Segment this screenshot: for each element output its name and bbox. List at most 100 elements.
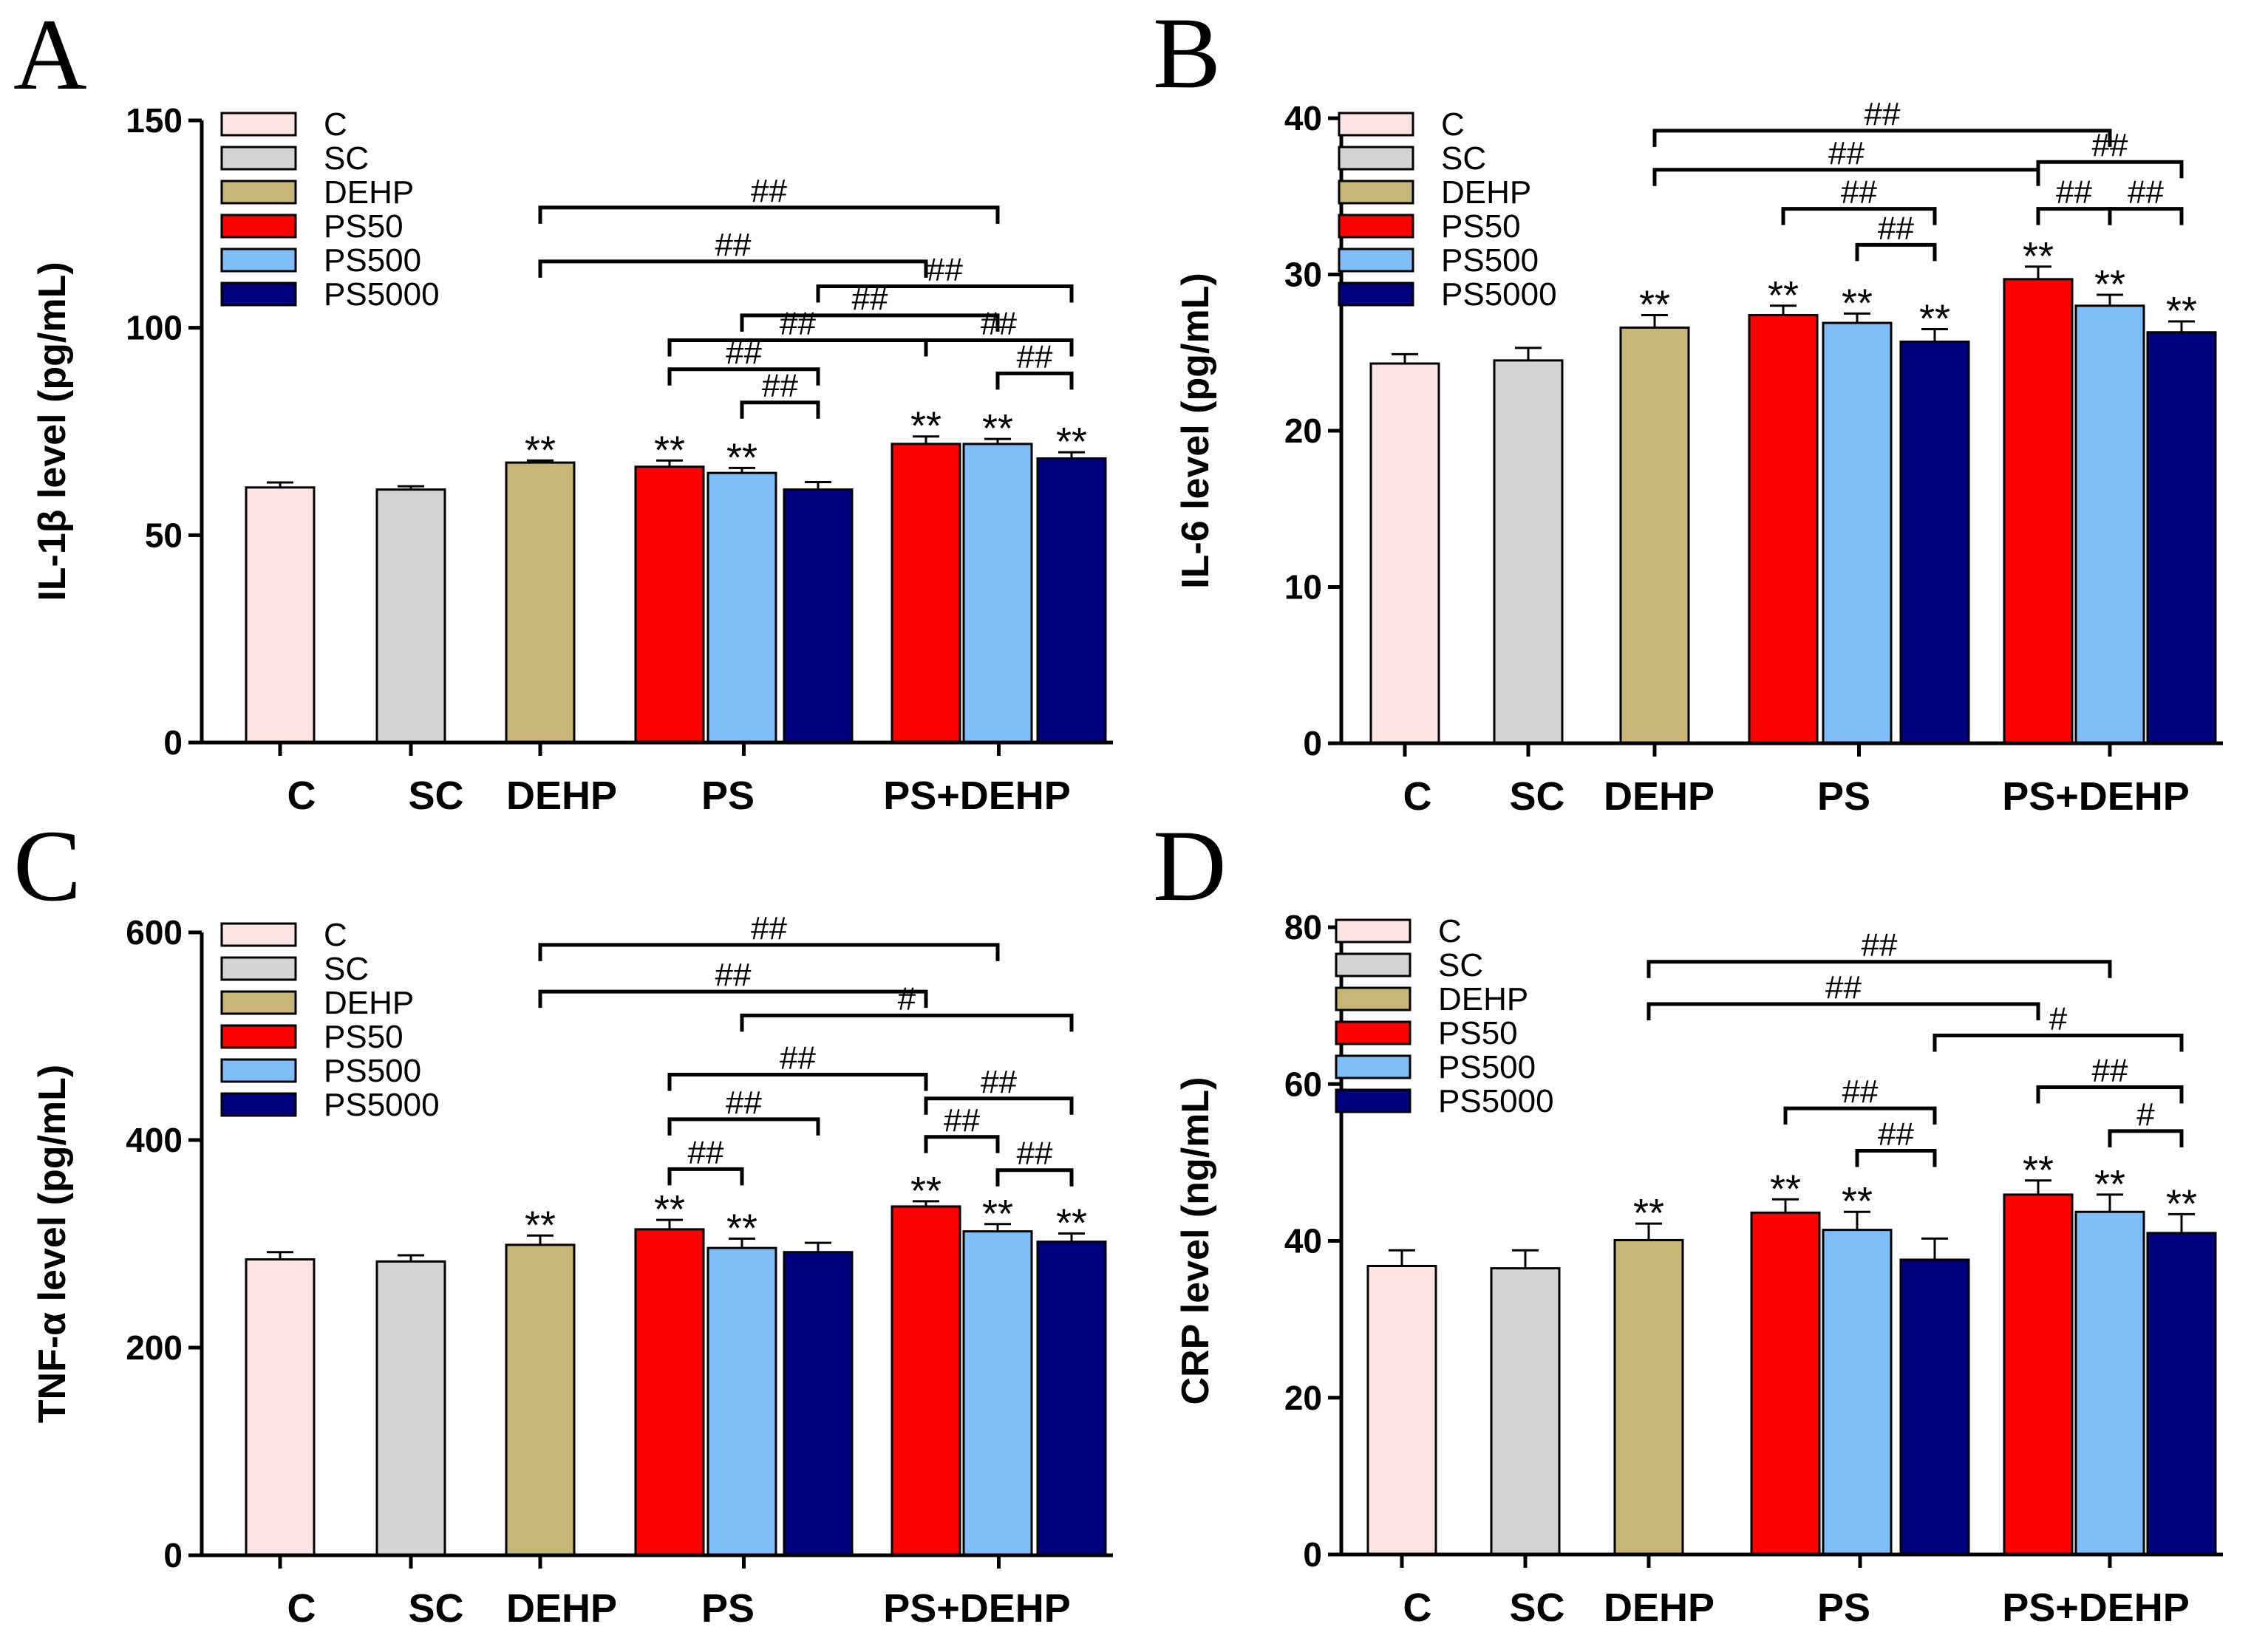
significance-stars: ** (1056, 1201, 1087, 1245)
bar-ps500 (1822, 321, 1893, 745)
legend-label: SC (1441, 140, 1486, 177)
panel-label: A (13, 0, 87, 111)
y-tick-label: 0 (163, 1536, 183, 1574)
legend-swatch-ps5000 (1338, 281, 1414, 307)
significance-bracket (924, 1135, 1000, 1153)
significance-hash: # (2136, 1096, 2155, 1133)
significance-bracket (667, 1072, 928, 1091)
significance-bracket (740, 1013, 1074, 1032)
bar-c (245, 1258, 316, 1557)
significance-bracket (995, 1168, 1074, 1187)
significance-hash: ## (726, 1085, 762, 1121)
x-group-label: DEHP (506, 1586, 617, 1631)
significance-hash: ## (1878, 210, 1914, 246)
legend-label: C (324, 106, 347, 143)
legend-swatch-ps500 (220, 248, 297, 273)
bar-c (1369, 362, 1440, 745)
significance-hash: ## (1828, 135, 1865, 171)
panel-d: D CRP level (ng/mL) ** ** ** ** ** ** 0 20 40 60 80 C… (1153, 809, 2223, 1630)
legend-swatch-ps50 (1335, 1020, 1411, 1045)
significance-bracket (667, 338, 928, 357)
significance-bracket (1781, 207, 1937, 225)
legend-label: PS5000 (1441, 276, 1557, 313)
significance-bracket (1932, 1033, 2184, 1052)
x-group-label: PS+DEHP (2002, 774, 2190, 819)
significance-stars: ** (654, 428, 685, 472)
significance-hash: ## (751, 910, 787, 946)
legend-swatch-ps5000 (220, 281, 297, 307)
significance-hash: ## (1017, 338, 1053, 375)
significance-bracket (667, 1117, 820, 1136)
legend-swatch-c (220, 922, 297, 947)
y-axis-label: CRP level (ng/mL) (1174, 1076, 1217, 1405)
significance-stars: ** (2166, 1181, 2197, 1226)
significance-stars: ** (982, 1192, 1013, 1236)
legend-label: C (324, 917, 347, 953)
significance-hash: # (898, 980, 916, 1017)
significance-hash: ## (715, 957, 752, 993)
significance-hash: ## (944, 1102, 980, 1139)
significance-stars: ** (2094, 262, 2125, 307)
significance-bracket (538, 205, 1000, 224)
legend-label: PS500 (324, 1053, 421, 1089)
legend-label: PS50 (324, 208, 403, 245)
x-group-label: C (1403, 774, 1432, 819)
y-tick-label: 400 (126, 1121, 183, 1159)
significance-hash: ## (2092, 127, 2128, 163)
significance-bracket (2108, 207, 2184, 225)
significance-hash: # (2049, 1000, 2068, 1037)
legend-label: PS50 (1441, 208, 1521, 245)
bar-ps500 (1822, 1229, 1893, 1556)
x-group-label: DEHP (506, 774, 617, 818)
y-tick-label: 30 (1284, 256, 1322, 294)
significance-hash: ## (852, 281, 888, 317)
bar-ps5000 (783, 488, 854, 744)
y-tick-label: 40 (1284, 1222, 1322, 1260)
x-group-label: C (1403, 1586, 1432, 1630)
bar-dehp (1619, 326, 1690, 745)
legend-swatch-c (1338, 112, 1414, 137)
bar-ps5000 (1036, 457, 1107, 744)
significance-hash: ## (2056, 174, 2092, 211)
legend-label: PS5000 (324, 1087, 440, 1123)
x-group-label: PS (701, 1586, 755, 1631)
bar-ps50 (2003, 1193, 2074, 1556)
significance-stars: ** (982, 406, 1013, 451)
bar-ps500 (2074, 304, 2145, 745)
significance-stars: ** (726, 1206, 757, 1250)
legend-label: DEHP (324, 174, 414, 211)
legend-swatch-ps50 (220, 214, 297, 239)
x-group-label: PS+DEHP (883, 774, 1071, 818)
significance-stars: ** (1842, 1179, 1873, 1224)
significance-stars: ** (2094, 1162, 2125, 1207)
legend-swatch-c (1335, 918, 1411, 943)
significance-stars: ** (654, 1187, 685, 1232)
legend-label: PS500 (324, 242, 421, 279)
significance-bracket (740, 313, 1000, 332)
significance-bracket (2036, 207, 2112, 225)
bar-ps50 (1750, 1211, 1821, 1556)
panel-label: C (13, 809, 81, 922)
y-axis-label: TNF-α level (pg/mL) (31, 1065, 74, 1424)
significance-stars: ** (1768, 273, 1799, 318)
y-tick-label: 10 (1284, 568, 1322, 607)
significance-hash: ## (1841, 174, 1877, 211)
legend-swatch-ps5000 (1335, 1088, 1411, 1113)
legend-label: DEHP (324, 985, 414, 1021)
bar-ps5000 (2146, 331, 2217, 745)
bar-ps50 (1748, 313, 1819, 745)
significance-bracket (1855, 242, 1937, 262)
bar-ps500 (962, 1230, 1033, 1557)
significance-bracket (2036, 160, 2184, 179)
significance-hash: ## (726, 335, 762, 371)
bar-c (245, 486, 316, 744)
significance-hash: ## (751, 173, 787, 209)
significance-stars: ** (1842, 281, 1873, 325)
legend-label: PS50 (1438, 1015, 1518, 1051)
bar-dehp (505, 1243, 576, 1557)
legend-swatch-ps500 (220, 1058, 297, 1083)
legend-swatch-sc (220, 956, 297, 981)
significance-hash: ## (981, 1064, 1017, 1100)
y-tick-label: 100 (126, 309, 183, 347)
x-group-label: PS+DEHP (2002, 1586, 2190, 1630)
